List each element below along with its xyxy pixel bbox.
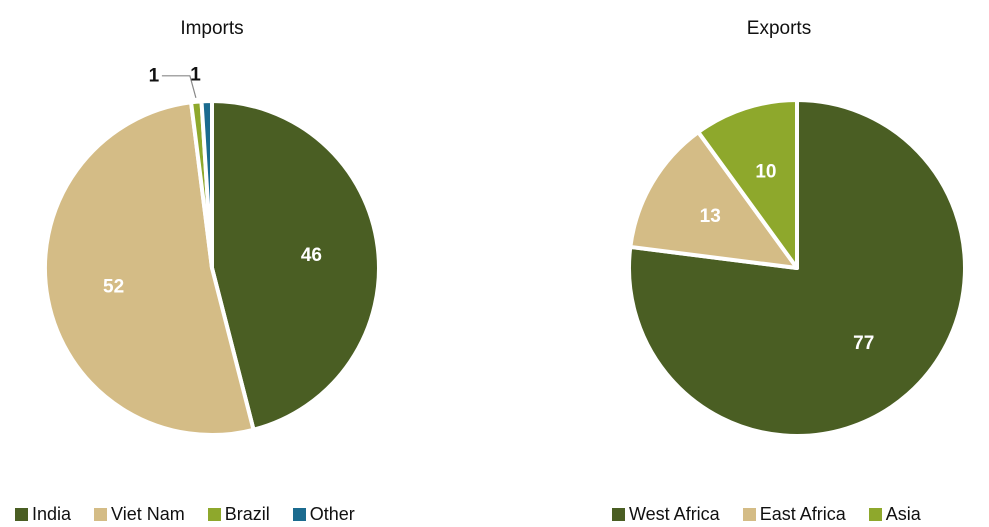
data-label-asia: 10 (755, 162, 776, 183)
imports-legend: India Viet Nam Brazil Other (15, 504, 378, 525)
data-label-other: 1 (190, 65, 201, 86)
legend-label: India (32, 504, 72, 524)
legend-label: East Africa (759, 504, 846, 524)
data-label-india: 46 (301, 245, 322, 266)
data-label-west-africa: 77 (853, 333, 874, 354)
legend-swatch (742, 508, 756, 521)
data-label-brazil: 1 (149, 65, 160, 86)
exports-pie: 77 13 10 (626, 98, 967, 438)
legend-item-east-africa: East Africa (742, 504, 846, 525)
data-label-viet-nam: 52 (103, 276, 124, 297)
legend-item-india: India (15, 504, 71, 525)
legend-swatch (612, 508, 625, 521)
legend-item-viet-nam: Viet Nam (94, 504, 185, 525)
pie-slice-east-africa (628, 130, 799, 270)
pie-slice-other (199, 99, 214, 270)
imports-chart: Imports 46 52 1 1 India Viet Nam Brazil Other (0, 0, 494, 527)
legend-item-asia: Asia (868, 504, 921, 525)
legend-swatch (868, 508, 882, 521)
imports-pie: 46 52 1 1 (43, 65, 381, 438)
legend-label: West Africa (629, 504, 720, 524)
legend-label: Asia (885, 504, 921, 524)
pie-slice-asia (696, 98, 799, 270)
legend-item-west-africa: West Africa (612, 504, 720, 525)
legend-item-other: Other (292, 504, 355, 525)
legend-label: Viet Nam (111, 504, 185, 524)
legend-label: Other (309, 504, 355, 524)
pie-slice-india (210, 99, 381, 432)
legend-label: Brazil (224, 504, 270, 524)
legend-swatch (292, 508, 306, 521)
legend-item-brazil: Brazil (207, 504, 270, 525)
legend-swatch (94, 508, 108, 521)
pie-slice-west-africa (626, 98, 967, 438)
data-label-east-africa: 13 (700, 206, 721, 227)
legend-swatch (15, 508, 28, 521)
exports-legend: West Africa East Africa Asia (612, 504, 944, 525)
chart-title: Exports (746, 18, 812, 39)
legend-swatch (207, 508, 221, 521)
leader-line-brazil (161, 75, 197, 98)
chart-title: Imports (180, 18, 244, 39)
exports-chart: Exports 77 13 10 West Africa East Africa Asi… (495, 0, 989, 527)
